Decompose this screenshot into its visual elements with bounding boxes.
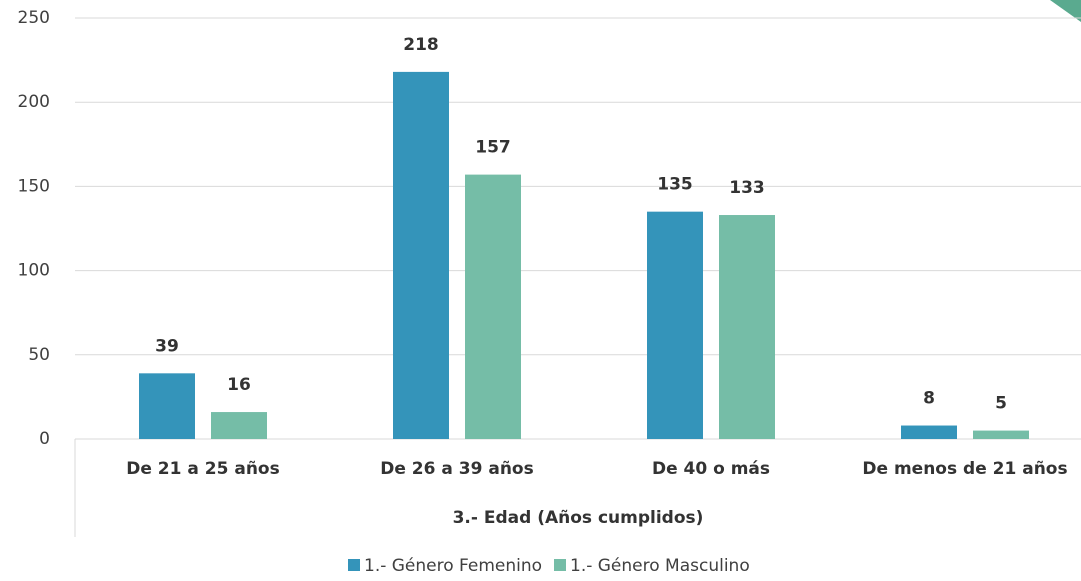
legend-swatch (554, 559, 566, 571)
y-tick-label: 50 (28, 345, 50, 365)
y-tick-label: 150 (18, 176, 50, 196)
bar (901, 425, 957, 439)
decoration (1050, 0, 1081, 22)
bar (647, 211, 703, 439)
data-label: 39 (155, 336, 179, 356)
data-label: 133 (729, 178, 765, 198)
bar (211, 412, 267, 439)
x-axis-title: 3.- Edad (Años cumplidos) (453, 508, 704, 528)
legend-swatch (348, 559, 360, 571)
x-tick-label: De 26 a 39 años (380, 459, 533, 479)
y-tick-label: 0 (39, 429, 50, 449)
bar (139, 373, 195, 439)
data-label: 157 (475, 138, 511, 158)
data-label: 5 (995, 394, 1007, 414)
data-label: 16 (227, 375, 251, 395)
x-tick-label: De 21 a 25 años (126, 459, 279, 479)
legend-label: 1.- Género Masculino (570, 556, 750, 576)
bar (393, 71, 449, 439)
data-label: 8 (923, 389, 935, 409)
x-tick-label: De 40 o más (652, 459, 770, 479)
x-tick-label: De menos de 21 años (862, 459, 1067, 479)
bar (973, 430, 1029, 439)
legend-label: 1.- Género Femenino (364, 556, 542, 576)
bar (465, 174, 521, 439)
bar (719, 215, 775, 439)
data-label: 135 (657, 175, 693, 195)
y-tick-label: 100 (18, 261, 50, 281)
y-tick-label: 250 (18, 8, 50, 28)
y-tick-label: 200 (18, 92, 50, 112)
data-label: 218 (403, 35, 439, 55)
